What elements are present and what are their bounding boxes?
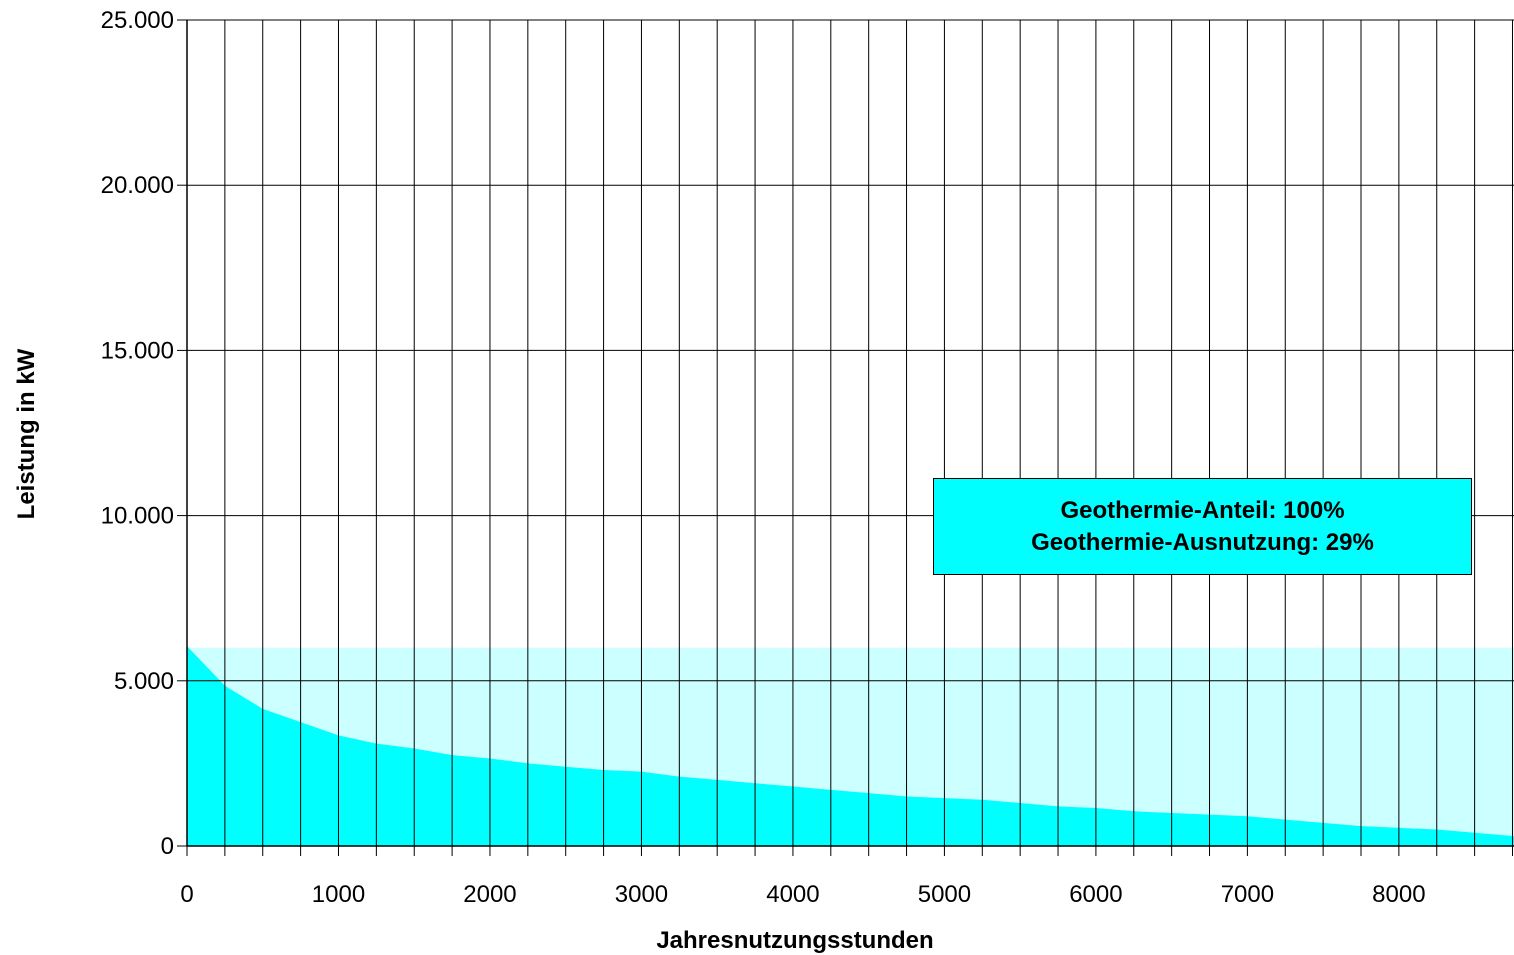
y-tick-label: 10.000: [101, 503, 174, 530]
y-tick-label: 0: [161, 833, 174, 860]
y-axis-title: Leistung in kW: [13, 348, 40, 519]
annotation-line-1: Geothermie-Anteil: 100%: [1060, 496, 1345, 524]
x-tick-label: 2000: [463, 881, 516, 908]
x-axis-title: Jahresnutzungsstunden: [656, 927, 933, 954]
x-tick-label: 7000: [1221, 881, 1274, 908]
area-layer: [187, 646, 1514, 846]
area-series-1: [187, 646, 1514, 846]
x-tick-label: 5000: [918, 881, 971, 908]
annotation-box: Geothermie-Anteil: 100% Geothermie-Ausnu…: [933, 478, 1472, 575]
x-tick-label: 3000: [615, 881, 668, 908]
x-tick-label: 1000: [312, 881, 365, 908]
annotation-line-2: Geothermie-Ausnutzung: 29%: [1031, 528, 1374, 556]
y-tick-label: 20.000: [101, 172, 174, 199]
tick-label-layer: 0 5.000 10.000 15.000 20.000 25.000 0 1000 2000 3…: [101, 7, 1426, 908]
y-tick-label: 5.000: [114, 668, 174, 695]
x-tick-label: 8000: [1372, 881, 1425, 908]
y-tick-label: 25.000: [101, 7, 174, 34]
axes-layer: [177, 19, 1514, 856]
x-tick-label: 6000: [1069, 881, 1122, 908]
x-tick-label: 4000: [766, 881, 819, 908]
x-tick-label: 0: [180, 881, 193, 908]
y-tick-label: 15.000: [101, 337, 174, 364]
grid-layer: [187, 19, 1514, 856]
